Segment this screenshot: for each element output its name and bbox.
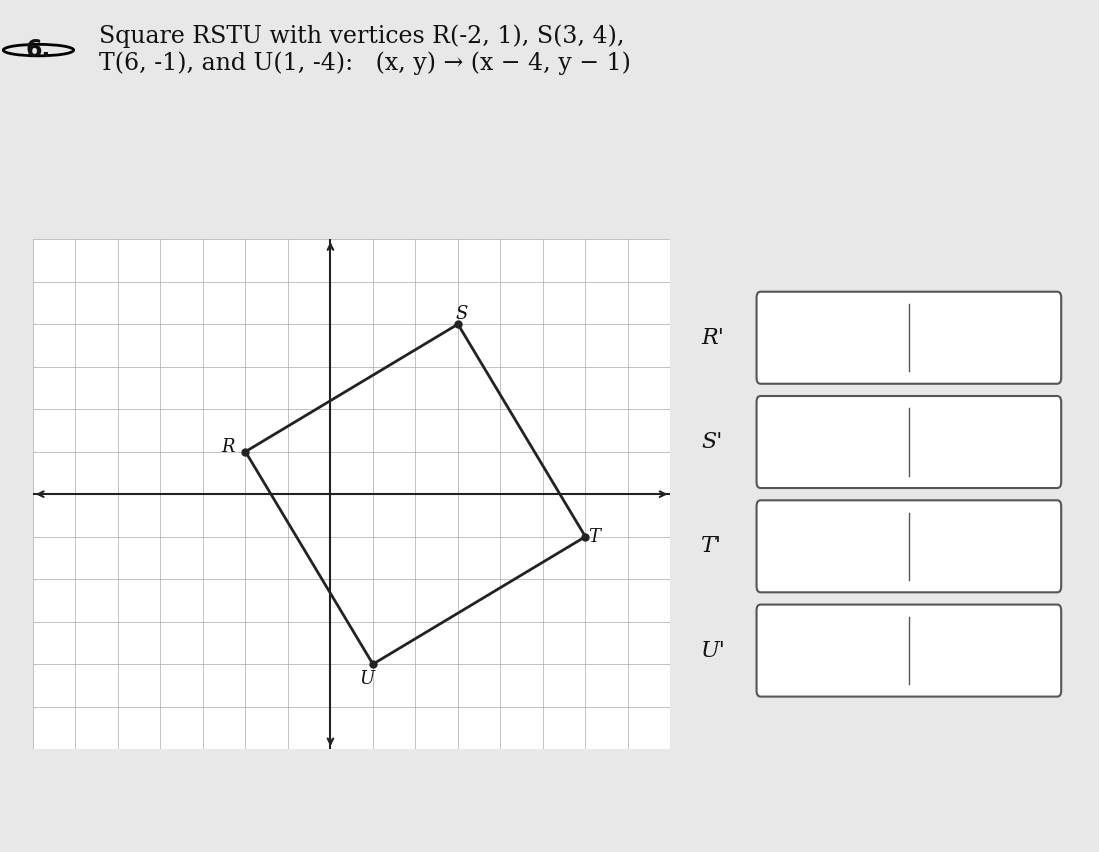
FancyBboxPatch shape: [756, 291, 1062, 383]
Text: R': R': [701, 326, 724, 348]
Text: T: T: [588, 527, 600, 545]
Text: Square RSTU with vertices R(-2, 1), S(3, 4),
T(6, -1), and U(1, -4):   (x, y) → : Square RSTU with vertices R(-2, 1), S(3,…: [99, 25, 631, 76]
Text: S: S: [456, 304, 468, 323]
Text: 6.: 6.: [25, 38, 52, 62]
Text: R: R: [222, 439, 235, 457]
FancyBboxPatch shape: [756, 500, 1062, 592]
FancyBboxPatch shape: [756, 396, 1062, 488]
Text: U': U': [701, 640, 726, 662]
FancyBboxPatch shape: [756, 605, 1062, 697]
Text: S': S': [701, 431, 722, 453]
Text: U: U: [359, 670, 374, 688]
Text: T': T': [701, 535, 722, 557]
